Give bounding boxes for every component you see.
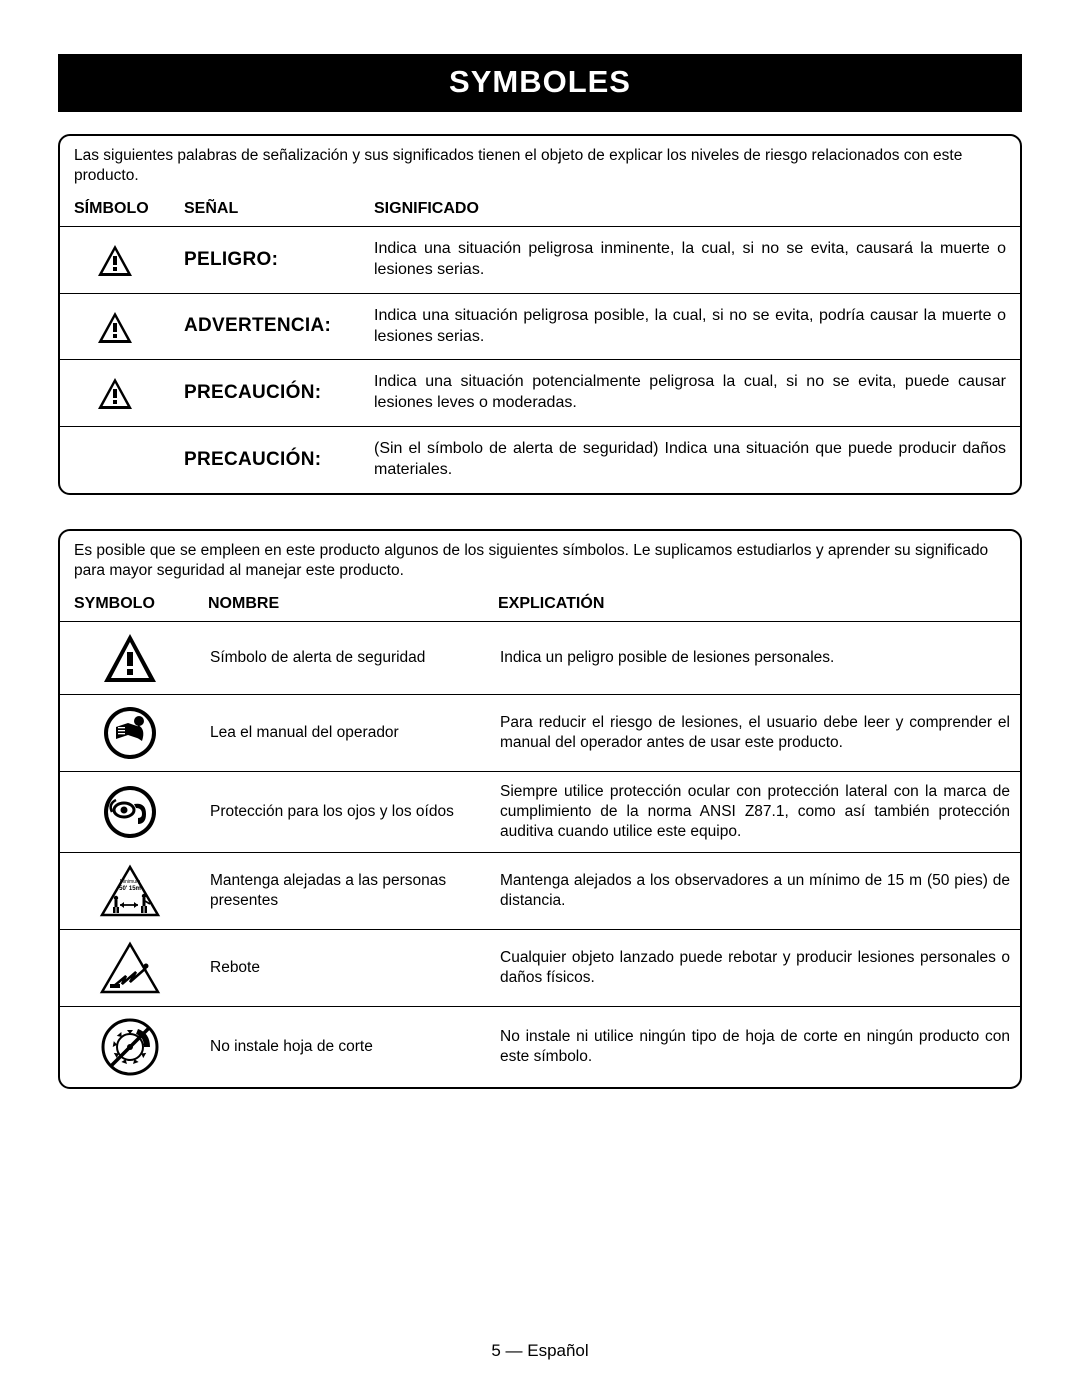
table-row: Mantenga alejadas a las personas present…: [60, 853, 1020, 930]
ricochet-icon: [98, 940, 162, 996]
cell-signal: PRECAUCIÓN:: [170, 427, 360, 493]
cell-name: Rebote: [200, 930, 490, 1007]
cell-symbol: [60, 227, 170, 294]
page-footer: 5 — Español: [0, 1341, 1080, 1361]
table-row: Rebote Cualquier objeto lanzado puede re…: [60, 930, 1020, 1007]
header-symbol: SÍMBOLO: [60, 194, 170, 227]
table-row: Protección para los ojos y los oídos Sie…: [60, 771, 1020, 852]
cell-explanation: Cualquier objeto lanzado puede rebotar y…: [490, 930, 1020, 1007]
cell-explanation: Para reducir el riesgo de lesiones, el u…: [490, 694, 1020, 771]
signal-words-table: SÍMBOLO SEÑAL SIGNIFICADO PELIGRO: Indic…: [60, 194, 1020, 492]
signal-word: ADVERTENCIA:: [184, 315, 331, 336]
table-row: PRECAUCIÓN: Indica una situación potenci…: [60, 360, 1020, 427]
page: SYMBOLES Las siguientes palabras de seña…: [0, 0, 1080, 1397]
page-title: SYMBOLES: [58, 54, 1022, 112]
cell-meaning: Indica una situación potencialmente peli…: [360, 360, 1020, 427]
alert-icon: [95, 242, 135, 278]
cell-name: No instale hoja de corte: [200, 1007, 490, 1088]
cell-name: Lea el manual del operador: [200, 694, 490, 771]
table-row: Lea el manual del operador Para reducir …: [60, 694, 1020, 771]
table-header-row: SYMBOLO NOMBRE EXPLICATIÓN: [60, 589, 1020, 622]
cell-meaning: (Sin el símbolo de alerta de seguridad) …: [360, 427, 1020, 493]
alert-icon: [102, 632, 158, 684]
symbols-table: SYMBOLO NOMBRE EXPLICATIÓN Símbolo de al…: [60, 589, 1020, 1087]
cell-symbol: [60, 930, 200, 1007]
read-manual-icon: [102, 705, 158, 761]
cell-symbol: [60, 1007, 200, 1088]
table-row: PRECAUCIÓN: (Sin el símbolo de alerta de…: [60, 427, 1020, 493]
header-signal: SEÑAL: [170, 194, 360, 227]
signal-words-intro: Las siguientes palabras de señalización …: [60, 136, 1020, 194]
table-row: Símbolo de alerta de seguridad Indica un…: [60, 621, 1020, 694]
cell-symbol: [60, 293, 170, 360]
alert-icon: [95, 375, 135, 411]
cell-symbol: [60, 621, 200, 694]
cell-symbol: [60, 694, 200, 771]
cell-explanation: No instale ni utilice ningún tipo de hoj…: [490, 1007, 1020, 1088]
cell-signal: PELIGRO:: [170, 227, 360, 294]
keep-bystanders-away-icon: [98, 863, 162, 919]
table-header-row: SÍMBOLO SEÑAL SIGNIFICADO: [60, 194, 1020, 227]
table-row: ADVERTENCIA: Indica una situación peligr…: [60, 293, 1020, 360]
eye-ear-protection-icon: [102, 784, 158, 840]
table-row: No instale hoja de corte No instale ni u…: [60, 1007, 1020, 1088]
signal-word: PRECAUCIÓN:: [184, 382, 321, 403]
cell-symbol: [60, 771, 200, 852]
cell-signal: ADVERTENCIA:: [170, 293, 360, 360]
cell-signal: PRECAUCIÓN:: [170, 360, 360, 427]
cell-symbol: [60, 360, 170, 427]
cell-explanation: Mantenga alejados a los observadores a u…: [490, 853, 1020, 930]
signal-words-box: Las siguientes palabras de señalización …: [58, 134, 1022, 495]
cell-meaning: Indica una situación peligrosa posible, …: [360, 293, 1020, 360]
cell-symbol: [60, 427, 170, 493]
symbols-box: Es posible que se empleen en este produc…: [58, 529, 1022, 1090]
cell-symbol: [60, 853, 200, 930]
signal-word: PELIGRO:: [184, 249, 278, 270]
no-blade-icon: [100, 1017, 160, 1077]
cell-name: Mantenga alejadas a las personas present…: [200, 853, 490, 930]
signal-word: PRECAUCIÓN:: [184, 449, 321, 470]
cell-meaning: Indica una situación peligrosa inminente…: [360, 227, 1020, 294]
table-row: PELIGRO: Indica una situación peligrosa …: [60, 227, 1020, 294]
header-name: NOMBRE: [200, 589, 490, 622]
header-meaning: SIGNIFICADO: [360, 194, 1020, 227]
symbols-intro: Es posible que se empleen en este produc…: [60, 531, 1020, 589]
alert-icon: [95, 309, 135, 345]
cell-explanation: Indica un peligro posible de lesiones pe…: [490, 621, 1020, 694]
cell-name: Símbolo de alerta de seguridad: [200, 621, 490, 694]
cell-name: Protección para los ojos y los oídos: [200, 771, 490, 852]
header-symbol: SYMBOLO: [60, 589, 200, 622]
header-explanation: EXPLICATIÓN: [490, 589, 1020, 622]
cell-explanation: Siempre utilice protección ocular con pr…: [490, 771, 1020, 852]
